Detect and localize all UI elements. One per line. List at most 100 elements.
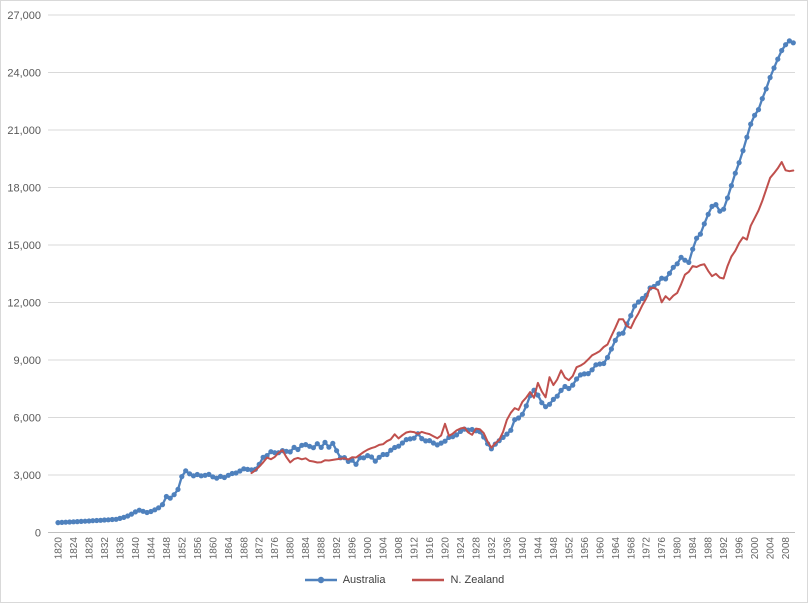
x-tick-label: 1924 — [456, 537, 467, 560]
australia-data-point — [635, 299, 642, 305]
australia-data-point — [713, 202, 719, 208]
x-tick-label: 1888 — [317, 537, 328, 560]
australia-data-point — [388, 447, 394, 453]
x-tick-label: 1964 — [611, 537, 622, 560]
australia-data-point — [175, 486, 181, 492]
australia-data-point — [438, 440, 444, 446]
australia-data-point — [237, 468, 243, 474]
australia-data-point — [558, 387, 564, 393]
australia-data-point — [616, 331, 622, 337]
australia-data-point — [299, 442, 305, 448]
australia-data-point — [132, 509, 138, 515]
australia-data-point — [728, 183, 735, 189]
australia-data-point — [686, 259, 692, 265]
australia-data-point — [697, 231, 704, 237]
y-tick-label: 6,000 — [13, 413, 41, 425]
x-tick-label: 1952 — [564, 537, 575, 560]
x-tick-label: 1944 — [533, 537, 544, 560]
australia-data-point — [574, 376, 580, 382]
australia-data-point — [229, 470, 235, 477]
australia-data-point — [539, 400, 545, 406]
australia-data-point — [82, 518, 88, 524]
australia-data-point — [67, 519, 73, 525]
x-tick-label: 1872 — [255, 537, 266, 560]
australia-data-point — [694, 235, 700, 241]
australia-data-point — [423, 438, 429, 444]
x-tick-label: 1976 — [657, 537, 668, 560]
x-tick-label: 2000 — [750, 537, 761, 560]
australia-data-point — [663, 276, 669, 282]
australia-data-point — [659, 275, 665, 281]
australia-data-point — [674, 261, 680, 267]
legend-item-nzealand[interactable]: N. Zealand — [411, 574, 504, 586]
australia-data-point — [287, 449, 293, 455]
x-tick-label: 1824 — [69, 537, 80, 560]
australia-data-point — [326, 444, 332, 450]
x-tick-label: 1912 — [410, 537, 421, 560]
australia-data-point — [245, 466, 251, 472]
australia-data-point — [570, 382, 576, 388]
australia-data-point — [690, 246, 696, 252]
australia-data-point — [392, 444, 398, 451]
y-tick-label: 27,000 — [7, 10, 41, 22]
australia-data-point — [535, 392, 541, 398]
australia-data-point — [601, 360, 607, 367]
australia-data-point — [291, 444, 297, 450]
australia-data-point — [74, 519, 80, 525]
australia-data-point — [612, 337, 618, 343]
australia-data-point — [272, 450, 278, 456]
australia-data-point — [779, 47, 785, 54]
australia-data-point — [554, 393, 560, 399]
x-tick-label: 1908 — [394, 537, 405, 560]
australia-data-point — [206, 471, 212, 477]
australia-data-point — [426, 438, 433, 444]
australia-data-point — [78, 518, 84, 525]
australia-data-point — [721, 206, 727, 212]
australia-data-point — [59, 519, 65, 526]
australia-data-point — [314, 441, 320, 447]
australia-data-point — [740, 148, 746, 154]
n-zealand-series-line[interactable] — [250, 161, 795, 475]
australia-data-point — [589, 367, 595, 373]
x-tick-label: 1972 — [642, 537, 653, 560]
australia-data-point — [767, 74, 773, 81]
x-tick-label: 1940 — [518, 537, 529, 560]
chart-legend: Australia N. Zealand — [1, 567, 807, 593]
australia-data-point — [55, 520, 61, 526]
australia-data-point — [198, 473, 204, 479]
australia-data-point — [682, 257, 688, 263]
australia-data-point — [221, 474, 227, 481]
australia-data-point — [144, 509, 150, 516]
x-tick-label: 1948 — [549, 537, 560, 560]
australia-data-point — [678, 254, 684, 260]
x-tick-label: 1996 — [735, 537, 746, 560]
y-tick-label: 24,000 — [7, 68, 41, 80]
australia-data-point — [295, 446, 301, 453]
australia-data-point — [523, 403, 529, 409]
australia-data-point — [775, 56, 781, 62]
australia-data-point — [752, 112, 758, 118]
australia-data-point — [322, 439, 328, 445]
legend-label-nzealand: N. Zealand — [450, 574, 505, 586]
australia-data-point — [179, 474, 185, 480]
y-tick-label: 0 — [35, 528, 41, 540]
australia-data-point — [546, 401, 553, 407]
x-tick-label: 1864 — [224, 537, 235, 560]
australia-data-point — [566, 385, 572, 392]
x-tick-label: 1896 — [348, 537, 359, 560]
x-tick-label: 2004 — [766, 537, 777, 560]
y-tick-label: 12,000 — [7, 298, 41, 310]
x-tick-label: 1832 — [100, 537, 111, 560]
australia-data-point — [210, 474, 216, 480]
australia-data-point — [365, 453, 371, 459]
australia-data-point — [264, 453, 270, 459]
australia-data-point — [632, 303, 638, 309]
australia-data-point — [121, 514, 127, 521]
australia-data-point — [105, 517, 111, 523]
australia-data-point — [310, 445, 316, 451]
legend-item-australia[interactable]: Australia — [304, 574, 385, 586]
australia-data-point — [159, 502, 166, 508]
x-tick-label: 1876 — [270, 537, 281, 560]
x-tick-label: 1956 — [580, 537, 591, 560]
